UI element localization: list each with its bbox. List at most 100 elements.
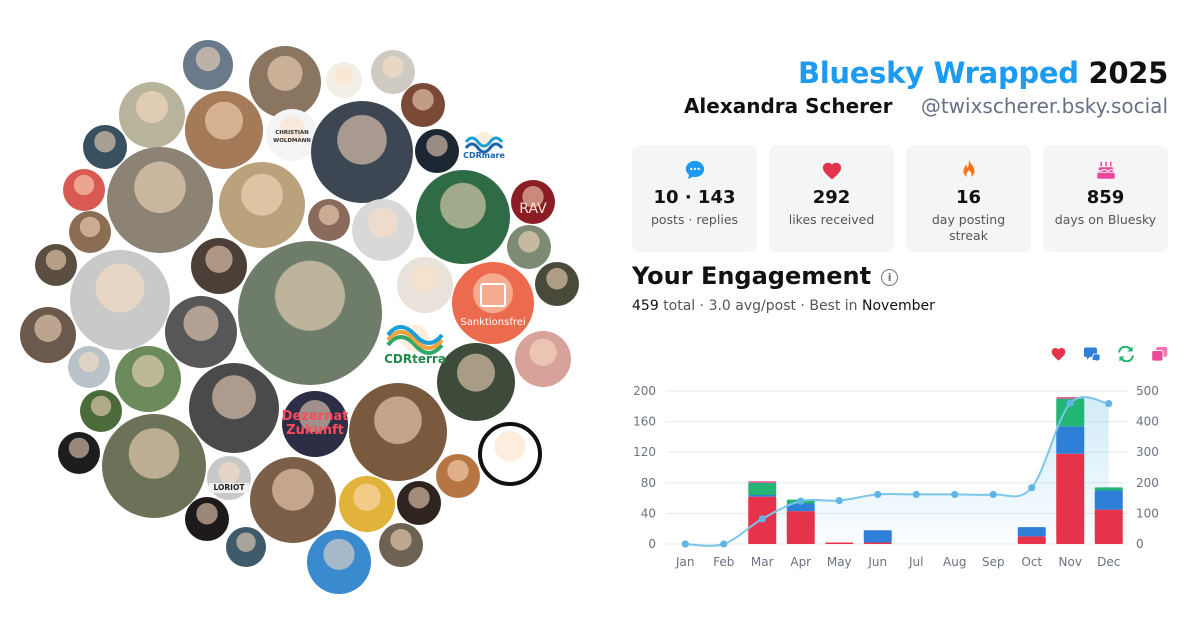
avatar[interactable] — [68, 346, 110, 388]
avatar[interactable] — [102, 414, 206, 518]
avatar[interactable] — [191, 238, 247, 294]
flame-icon — [959, 157, 979, 183]
x-tick-label: Jan — [675, 555, 695, 569]
avatar[interactable] — [266, 109, 318, 161]
bar-segment-replies — [863, 530, 892, 543]
x-tick-label: Apr — [790, 555, 811, 569]
avatar[interactable] — [115, 346, 181, 412]
avatar[interactable] — [535, 262, 579, 306]
avatar[interactable] — [311, 101, 413, 203]
avatar[interactable] — [307, 530, 371, 594]
avatar[interactable] — [20, 307, 76, 363]
x-tick-label: May — [827, 555, 852, 569]
avatar[interactable] — [219, 162, 305, 248]
heart-icon — [821, 157, 843, 183]
avatar[interactable] — [58, 432, 100, 474]
y-right-tick-label: 300 — [1136, 445, 1159, 459]
avatar[interactable] — [352, 199, 414, 261]
avatar[interactable] — [379, 523, 423, 567]
engagement-avg: 3.0 avg/post — [708, 298, 796, 314]
avatar[interactable] — [452, 262, 534, 344]
avatar[interactable] — [349, 383, 447, 481]
bar-segment-likes — [1094, 509, 1123, 544]
engagement-best-prefix: Best in — [809, 298, 858, 314]
quote-icon[interactable] — [1151, 346, 1168, 362]
avatar[interactable] — [80, 390, 122, 432]
stat-card-streak: 16 day posting streak — [906, 145, 1031, 252]
stats-row: 10 · 143 posts · replies 292 likes recei… — [632, 145, 1168, 252]
avatar[interactable] — [416, 170, 510, 264]
bar-segment-reposts — [748, 482, 777, 496]
engagement-chart: 0 40 80 120 160 200 0 100 200 300 400 500 Jan Feb Mar A… — [633, 384, 1159, 569]
engagement-total-word: total — [663, 298, 696, 314]
x-tick-label: Jul — [908, 555, 923, 569]
avatar[interactable] — [371, 50, 415, 94]
info-icon[interactable]: i — [881, 268, 899, 286]
avatar[interactable] — [462, 126, 506, 170]
avatar[interactable] — [436, 454, 480, 498]
y-left-tick-label: 200 — [633, 384, 656, 398]
avatar[interactable] — [70, 250, 170, 350]
avatar[interactable] — [119, 82, 185, 148]
cumulative-point — [835, 496, 843, 505]
avatar[interactable] — [249, 46, 321, 118]
cdrterra-label: CDRterra — [384, 352, 446, 367]
stat-label: likes received — [788, 212, 875, 227]
avatar[interactable] — [83, 125, 127, 169]
cumulative-point — [1028, 484, 1036, 492]
avatar[interactable] — [437, 343, 515, 421]
avatar[interactable] — [63, 169, 105, 211]
avatar[interactable] — [511, 180, 555, 224]
avatar[interactable] — [339, 476, 395, 532]
bar-segment-replies — [786, 503, 815, 512]
y-left-tick-label: 80 — [641, 476, 656, 490]
avatar[interactable] — [69, 211, 111, 253]
woldmann-label: WOLDMANN — [273, 137, 311, 144]
user-name: Alexandra Scherer — [683, 94, 893, 118]
avatar[interactable] — [282, 391, 348, 457]
avatar[interactable] — [165, 296, 237, 368]
cumulative-point — [758, 515, 766, 523]
avatar[interactable] — [401, 83, 445, 127]
avatar[interactable] — [35, 244, 77, 286]
avatar[interactable] — [226, 527, 266, 567]
avatar[interactable] — [250, 457, 336, 543]
engagement-summary: 459 total · 3.0 avg/post · Best in Novem… — [632, 298, 935, 314]
wrapped-panel: Bluesky Wrapped 2025 Alexandra Scherer @… — [620, 0, 1180, 630]
stat-label: days on Bluesky — [1054, 212, 1157, 227]
heart-icon[interactable] — [1050, 346, 1067, 362]
avatar[interactable] — [185, 91, 263, 169]
engagement-heading: Your Engagement i — [632, 262, 899, 290]
engagement-total: 459 — [632, 298, 659, 314]
cumulative-point — [912, 490, 920, 499]
avatar[interactable] — [189, 363, 279, 453]
avatar[interactable] — [185, 497, 229, 541]
avatar[interactable] — [107, 147, 213, 253]
avatar[interactable] — [397, 257, 453, 313]
avatar[interactable] — [507, 225, 551, 269]
repost-icon[interactable] — [1117, 346, 1135, 362]
user-line: Alexandra Scherer @twixscherer.bsky.soci… — [684, 94, 1168, 118]
bar-segment-replies — [1017, 527, 1046, 537]
cumulative-point — [989, 490, 997, 499]
avatar[interactable] — [415, 129, 459, 173]
avatar[interactable] — [515, 331, 571, 387]
loriot-label: LORIOT — [209, 483, 249, 493]
user-handle[interactable]: @twixscherer.bsky.social — [920, 94, 1168, 118]
stat-label: day posting streak — [931, 212, 1006, 243]
avatar[interactable] — [308, 199, 350, 241]
woldmann-label: CHRISTIAN — [275, 129, 309, 136]
avatar[interactable] — [326, 62, 362, 98]
engagement-title: Your Engagement — [632, 262, 872, 290]
speech-bubble-icon — [684, 157, 706, 183]
cumulative-point — [681, 540, 689, 548]
avatar[interactable] — [397, 481, 441, 525]
reply-icon[interactable] — [1083, 346, 1101, 362]
stat-value: 292 — [812, 187, 851, 208]
avatar[interactable] — [238, 241, 382, 385]
x-tick-label: Sep — [982, 555, 1005, 569]
stat-card-posts: 10 · 143 posts · replies — [632, 145, 757, 252]
y-right-tick-label: 200 — [1136, 476, 1159, 490]
engagement-best-month: November — [862, 298, 935, 314]
avatar[interactable] — [183, 40, 233, 90]
